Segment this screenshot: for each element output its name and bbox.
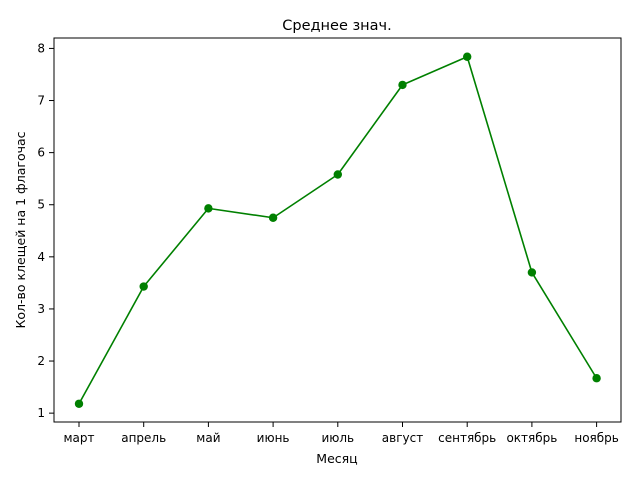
y-axis-label: Кол-во клещей на 1 флагочас bbox=[13, 131, 28, 328]
series-line bbox=[78, 55, 598, 405]
x-tick-label: июль bbox=[321, 431, 354, 445]
y-tick-label: 7 bbox=[37, 94, 45, 108]
x-tick-label: апрель bbox=[121, 431, 166, 445]
x-tick-label: май bbox=[196, 431, 220, 445]
y-tick-label: 4 bbox=[37, 250, 45, 264]
series-layer bbox=[74, 52, 601, 408]
x-tick-label: март bbox=[63, 431, 94, 445]
data-point bbox=[592, 374, 601, 383]
data-point bbox=[398, 80, 407, 90]
data-point bbox=[74, 399, 84, 408]
data-point bbox=[139, 282, 148, 291]
y-tick-label: 8 bbox=[37, 41, 45, 55]
x-tick-label: сентябрь bbox=[438, 431, 496, 445]
data-point bbox=[527, 268, 537, 277]
y-tick-label: 3 bbox=[37, 302, 45, 316]
y-tick-label: 5 bbox=[37, 198, 45, 212]
data-point bbox=[268, 213, 278, 222]
chart-title: Среднее знач. bbox=[282, 18, 391, 34]
x-axis-label: Месяц bbox=[316, 451, 357, 466]
x-tick-label: октябрь bbox=[506, 431, 557, 445]
data-point bbox=[333, 170, 342, 179]
data-point bbox=[204, 204, 213, 213]
y-tick-label: 2 bbox=[37, 354, 45, 368]
x-tick-label: август bbox=[382, 431, 423, 445]
plot-root: Среднее знач. март апрель май июнь июль авгус… bbox=[13, 18, 622, 466]
y-axis-ticks: 1 2 3 4 5 6 7 8 bbox=[37, 41, 54, 420]
x-tick-label: ноябрь bbox=[574, 431, 619, 445]
y-tick-label: 6 bbox=[37, 146, 45, 160]
data-point bbox=[463, 52, 472, 61]
y-tick-label: 1 bbox=[37, 406, 45, 420]
plot-area-frame bbox=[53, 37, 622, 423]
x-axis-ticks: март апрель май июнь июль август сентябрь октяб… bbox=[63, 422, 619, 445]
x-tick-label: июнь bbox=[257, 431, 290, 445]
